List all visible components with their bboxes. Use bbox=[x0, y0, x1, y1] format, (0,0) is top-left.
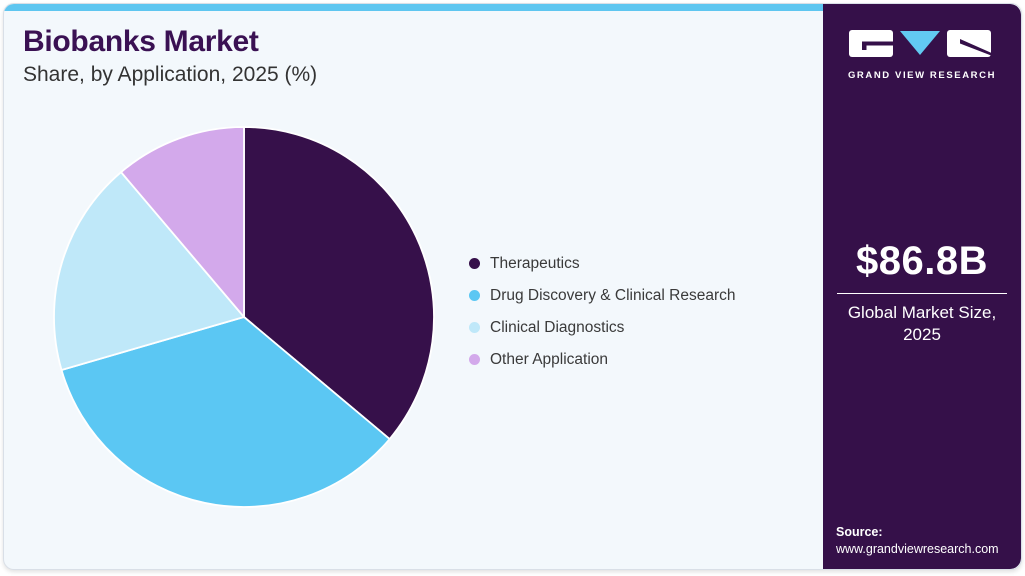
source-label: Source: bbox=[836, 525, 883, 539]
legend-item: Other Application bbox=[469, 350, 736, 369]
pie-chart-svg bbox=[53, 126, 435, 508]
pie-slice-0 bbox=[243, 126, 435, 440]
legend-swatch bbox=[469, 258, 480, 269]
top-accent-bar bbox=[4, 4, 824, 11]
source-block: Source: www.grandviewresearch.com bbox=[836, 525, 999, 556]
header: Biobanks Market Share, by Application, 2… bbox=[23, 26, 317, 87]
legend: Therapeutics Drug Discovery & Clinical R… bbox=[469, 254, 736, 382]
page-subtitle: Share, by Application, 2025 (%) bbox=[23, 62, 318, 86]
pie-chart bbox=[51, 124, 437, 510]
market-size-stat: $86.8B Global Market Size, 2025 bbox=[823, 239, 1021, 346]
legend-label: Clinical Diagnostics bbox=[490, 318, 625, 336]
sidebar: GRAND VIEW RESEARCH $86.8B Global Market… bbox=[823, 4, 1021, 569]
brand-name: GRAND VIEW RESEARCH bbox=[847, 70, 997, 81]
legend-item: Drug Discovery & Clinical Research bbox=[469, 286, 736, 305]
legend-label: Therapeutics bbox=[490, 254, 580, 272]
brand-logo: GRAND VIEW RESEARCH bbox=[823, 30, 1021, 81]
legend-item: Therapeutics bbox=[469, 254, 736, 273]
market-size-label-line2: 2025 bbox=[903, 325, 941, 345]
gvr-logo-icon bbox=[849, 30, 995, 57]
pie-slice-1 bbox=[60, 316, 391, 508]
source-url: www.grandviewresearch.com bbox=[836, 542, 999, 556]
stat-divider bbox=[837, 293, 1007, 294]
market-size-value: $86.8B bbox=[856, 239, 988, 283]
page-title: Biobanks Market bbox=[23, 25, 259, 58]
pie-slice-2 bbox=[53, 171, 245, 371]
legend-swatch bbox=[469, 290, 480, 301]
legend-label: Other Application bbox=[490, 350, 609, 368]
legend-label: Drug Discovery & Clinical Research bbox=[490, 286, 736, 304]
legend-item: Clinical Diagnostics bbox=[469, 318, 736, 337]
infographic-card: Biobanks Market Share, by Application, 2… bbox=[3, 3, 1022, 570]
legend-swatch bbox=[469, 354, 480, 365]
legend-swatch bbox=[469, 322, 480, 333]
market-size-label: Global Market Size, 2025 bbox=[823, 302, 1021, 346]
pie-slice-3 bbox=[120, 126, 245, 318]
market-size-label-line1: Global Market Size, bbox=[847, 303, 997, 322]
